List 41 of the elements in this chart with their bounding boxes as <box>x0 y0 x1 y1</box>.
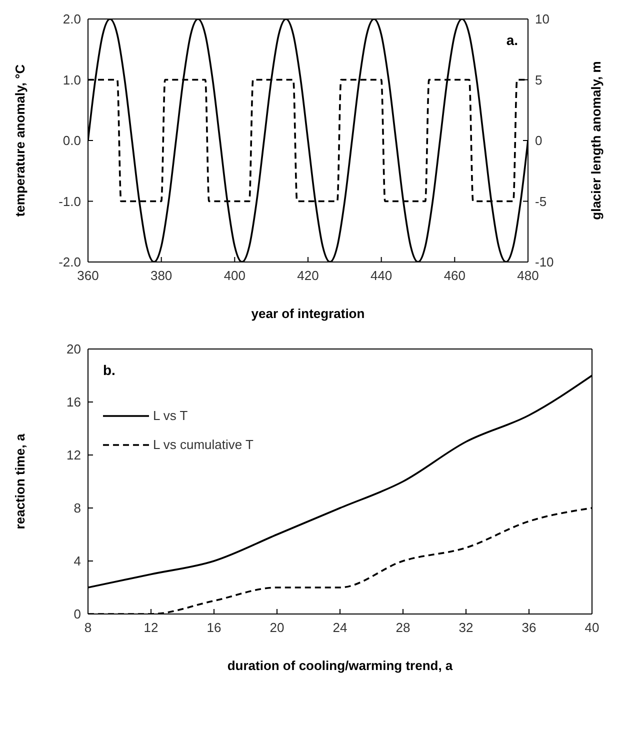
x-tick-label: 36 <box>522 620 536 636</box>
y-tick-label: -2.0 <box>58 254 81 270</box>
x-tick-label: 12 <box>144 620 158 636</box>
x-tick-label: 420 <box>297 268 319 284</box>
x-axis-title: year of integration <box>251 306 365 321</box>
x-tick-label: 20 <box>270 620 284 636</box>
y2-tick-label: 10 <box>535 12 550 27</box>
x-tick-label: 40 <box>584 620 600 636</box>
legend-label: L vs T <box>153 408 188 423</box>
y-tick-label: 16 <box>66 394 81 410</box>
y-tick-label: 2.0 <box>62 12 81 27</box>
x-tick-label: 460 <box>444 268 466 284</box>
y-tick-label: 4 <box>74 554 81 569</box>
y2-tick-label: -5 <box>535 194 547 209</box>
y-tick-label: 0 <box>74 606 81 622</box>
y-tick-label: 1.0 <box>62 72 81 88</box>
x-tick-label: 8 <box>84 620 92 636</box>
x-tick-label: 32 <box>458 620 474 636</box>
y-tick-label: 0.0 <box>62 133 81 148</box>
y-tick-label: 8 <box>74 500 81 516</box>
y-tick-label: -1.0 <box>58 194 81 209</box>
x-tick-label: 28 <box>396 620 410 636</box>
annotation: a. <box>506 32 518 48</box>
y2-tick-label: 5 <box>535 72 542 88</box>
x-tick-label: 400 <box>224 268 246 284</box>
x-tick-label: 480 <box>517 268 539 284</box>
x-axis-title: duration of cooling/warming trend, a <box>227 658 454 673</box>
x-tick-label: 440 <box>370 268 392 284</box>
y-axis-title: reaction time, a <box>12 433 28 530</box>
y-tick-label: 12 <box>66 448 81 463</box>
y2-tick-label: -10 <box>535 254 554 270</box>
x-tick-label: 16 <box>206 620 222 636</box>
x-tick-label: 380 <box>150 268 172 284</box>
legend-label: L vs cumulative T <box>153 437 254 452</box>
y-axis-title: temperature anomaly, °C <box>12 64 28 217</box>
x-tick-label: 24 <box>332 620 348 636</box>
annotation: b. <box>103 362 116 378</box>
y2-axis-title: glacier length anomaly, m <box>588 61 604 220</box>
y2-tick-label: 0 <box>535 133 542 148</box>
x-tick-label: 360 <box>77 268 99 284</box>
y-tick-label: 20 <box>66 342 81 357</box>
